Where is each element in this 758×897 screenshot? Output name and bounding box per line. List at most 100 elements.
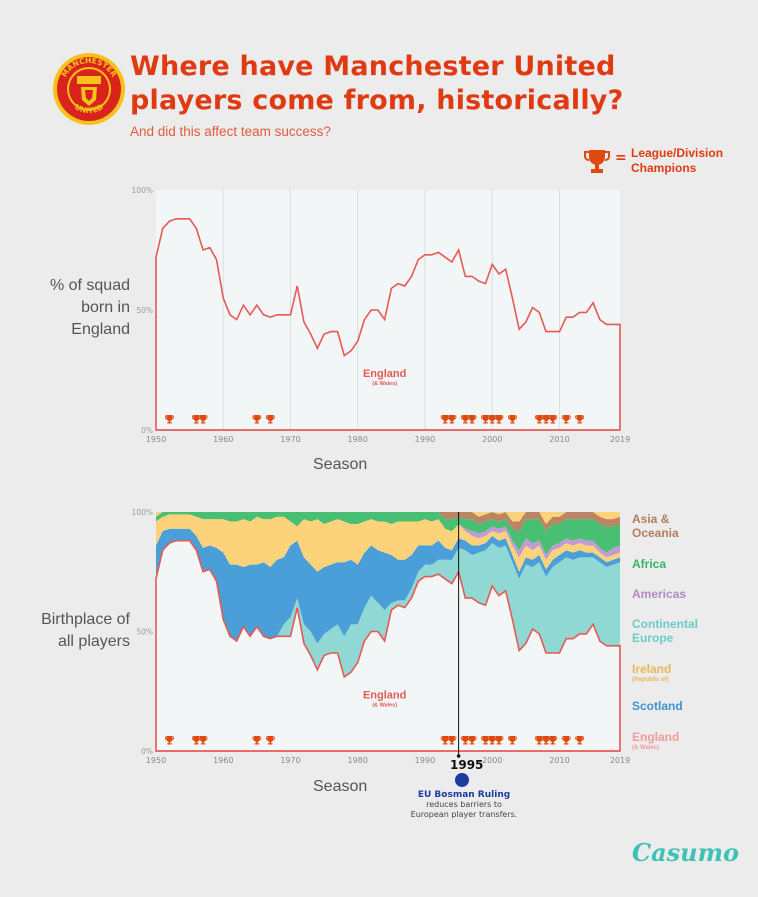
legend-line-1: League/Division	[631, 146, 724, 160]
legend-item: England (& Wales)	[632, 730, 679, 752]
eu-flag-icon	[455, 773, 469, 787]
legend-item-label: Scotland	[632, 699, 683, 713]
x-tick-label: 1950	[146, 756, 166, 765]
y-tick-label: 50%	[136, 628, 153, 637]
chart2-xlabel: Season	[313, 778, 368, 795]
england-area-sublabel: (& Wales)	[372, 702, 397, 708]
x-tick-label: 1990	[415, 756, 435, 765]
crest-text-bottom: UNITED	[73, 102, 105, 115]
legend-item-label: Africa	[632, 557, 667, 571]
title-line-2: players come from, historically?	[130, 85, 624, 116]
england-line	[155, 539, 621, 752]
x-tick-label: 1960	[213, 756, 233, 765]
trophy-icon	[447, 736, 457, 745]
legend-item: Asia & Oceania	[632, 512, 679, 540]
area-asia-oceania	[156, 512, 620, 532]
x-tick-label: 2010	[549, 435, 569, 444]
chart1-ylabel-line: % of squad	[49, 277, 130, 294]
x-tick-label: 1970	[280, 756, 300, 765]
trophy-icon	[575, 415, 585, 424]
x-tick-label: 2000	[482, 756, 502, 765]
area-ireland	[156, 514, 620, 572]
trophy-icon	[198, 415, 208, 424]
legend-item: Africa	[632, 557, 666, 571]
trophy-icon	[561, 415, 571, 424]
y-tick-label: 50%	[136, 306, 153, 315]
trophy-icon	[508, 736, 517, 745]
trophy-icon	[447, 415, 457, 424]
legend-item-label: Continental	[632, 617, 698, 631]
area-continental-europe	[156, 540, 620, 677]
page-subtitle: And did this affect team success?	[130, 124, 331, 139]
trophy-icon	[575, 736, 585, 745]
chart1-ylabel-line: England	[71, 321, 130, 338]
bosman-year: 1995	[450, 758, 484, 772]
legend-champions: League/Division Champions	[631, 146, 723, 176]
legend-item-label: Oceania	[632, 526, 679, 540]
trophy-icon	[165, 415, 174, 424]
legend-item-label: England	[632, 730, 680, 744]
chart1-ylabel: % of squad born in England	[20, 275, 130, 341]
trophy-legend-icon	[584, 150, 610, 173]
trophy-icon	[265, 736, 275, 745]
x-tick-label: 1960	[213, 435, 233, 444]
bosman-description: reduces barriers to European player tran…	[404, 800, 524, 820]
x-tick-label: 2000	[482, 435, 502, 444]
trophy-icon	[534, 736, 544, 745]
club-crest-icon: MANCHESTER UNITED	[53, 53, 125, 125]
x-tick-label: 2010	[549, 756, 569, 765]
bosman-text-line: reduces barriers to	[426, 800, 502, 809]
trophy-icon	[467, 736, 477, 745]
bosman-marker	[456, 754, 461, 758]
trophy-icon	[561, 736, 571, 745]
brand-logo: Casumo	[632, 838, 740, 867]
bosman-title: EU Bosman Ruling	[417, 790, 511, 800]
legend-item-label: Asia &	[632, 512, 670, 526]
bosman-text-line: European player transfers.	[410, 810, 518, 819]
legend-item: Scotland	[632, 699, 683, 713]
y-tick-label: 100%	[132, 508, 153, 517]
legend-item: Ireland (Republic of)	[632, 662, 671, 684]
x-tick-label: 2019	[610, 435, 630, 444]
legend-item-label: Americas	[632, 587, 687, 601]
chart1-xlabel: Season	[313, 456, 368, 473]
england-area-label: England	[363, 689, 406, 701]
y-tick-label: 0%	[141, 426, 153, 435]
legend-item: Americas	[632, 587, 686, 601]
trophy-icon	[467, 415, 477, 424]
chart2-ylabel-line: Birthplace of	[41, 611, 130, 628]
y-tick-label: 100%	[132, 186, 153, 195]
legend-item: Continental Europe	[632, 617, 698, 645]
trophy-icon	[508, 415, 517, 424]
england-area-label: England	[363, 368, 406, 380]
area-england	[156, 540, 620, 751]
legend-item-label: Ireland	[632, 662, 672, 676]
legend-item-sublabel: (& Wales)	[632, 745, 660, 751]
title-line-1: Where have Manchester United	[130, 51, 616, 82]
x-tick-label: 1990	[415, 435, 435, 444]
trophy-icon	[252, 415, 262, 424]
chart1-ylabel-line: born in	[81, 299, 130, 316]
chart2-ylabel-line: all players	[57, 633, 130, 650]
trophy-icon	[252, 736, 262, 745]
chart2-ylabel: Birthplace of all players	[10, 609, 130, 653]
area-africa	[156, 512, 620, 556]
england-area-sublabel: (& Wales)	[372, 381, 397, 387]
x-tick-label: 1950	[146, 435, 166, 444]
svg-text:UNITED: UNITED	[73, 102, 105, 115]
legend-item-sublabel: (Republic of)	[632, 677, 669, 683]
trophy-icon	[265, 415, 275, 424]
x-tick-label: 2019	[610, 756, 630, 765]
trophy-icon	[165, 736, 174, 745]
x-tick-label: 1980	[348, 435, 368, 444]
trophy-icon	[198, 736, 208, 745]
legend-equals: =	[615, 150, 627, 166]
legend-line-2: Champions	[631, 161, 697, 175]
trophy-icon	[494, 736, 504, 745]
legend-item-label: Europe	[632, 631, 674, 645]
trophy-icon	[548, 415, 558, 424]
england-line	[155, 218, 621, 431]
area-scotland	[156, 528, 620, 644]
